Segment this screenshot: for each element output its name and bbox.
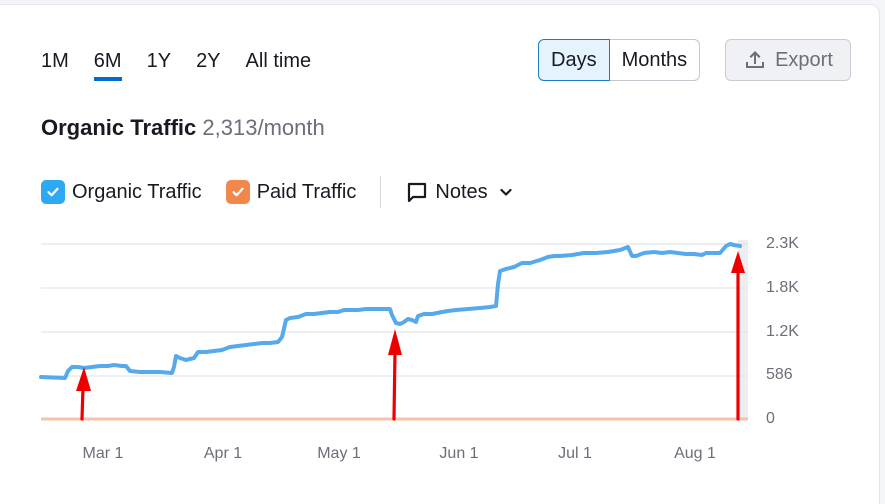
export-label: Export <box>775 48 833 71</box>
export-button[interactable]: Export <box>725 39 851 81</box>
granularity-toggle: Days Months <box>538 39 701 81</box>
x-tick-aug: Aug 1 <box>674 445 716 462</box>
checkbox-checked-icon[interactable] <box>41 180 65 204</box>
x-tick-mar: Mar 1 <box>82 445 124 462</box>
legend-paid-traffic[interactable]: Paid Traffic <box>225 180 357 204</box>
tab-1m[interactable]: 1M <box>41 50 69 72</box>
legend-paid-label: Paid Traffic <box>256 180 357 203</box>
y-tick-0: 0 <box>766 410 775 427</box>
organic-traffic-line <box>39 242 742 380</box>
comment-icon <box>408 182 427 203</box>
notes-label: Notes <box>435 180 488 203</box>
period-tabs: 1M 6M 1Y 2Y All time <box>41 47 336 81</box>
chart-legend: Organic Traffic Paid Traffic Notes <box>41 176 514 208</box>
upload-icon <box>746 51 765 68</box>
notes-dropdown[interactable]: Notes <box>405 180 513 204</box>
current-period-band <box>738 240 748 419</box>
annotation-arrows <box>76 251 745 421</box>
tab-2y[interactable]: 2Y <box>196 50 221 72</box>
days-button[interactable]: Days <box>538 39 610 81</box>
page-title: Organic Traffic 2,313/month <box>41 115 325 141</box>
arrow-head-icon <box>731 251 745 273</box>
y-tick-2-3k: 2.3K <box>766 235 799 252</box>
x-tick-apr: Apr 1 <box>203 445 243 462</box>
y-tick-1-8k: 1.8K <box>766 279 799 296</box>
arrow-head-icon <box>388 329 402 355</box>
tab-6m[interactable]: 6M <box>93 47 122 81</box>
checkbox-checked-icon[interactable] <box>225 180 250 204</box>
x-tick-jun: Jun 1 <box>439 445 479 462</box>
chevron-down-icon <box>500 188 512 196</box>
legend-organic-label: Organic Traffic <box>72 180 202 203</box>
traffic-value: 2,313/month <box>202 115 325 140</box>
traffic-line-chart <box>39 240 748 421</box>
legend-divider <box>380 176 382 208</box>
arrow-head-icon <box>76 367 91 391</box>
organic-traffic-card: 1M 6M 1Y 2Y All time Days Months Export … <box>0 4 880 504</box>
y-tick-586: 586 <box>766 366 793 383</box>
x-tick-may: May 1 <box>317 445 361 462</box>
tab-all-time[interactable]: All time <box>245 50 312 72</box>
x-tick-jul: Jul 1 <box>558 445 592 462</box>
tab-1y[interactable]: 1Y <box>146 50 172 72</box>
y-tick-1-2k: 1.2K <box>766 323 799 340</box>
chart-title: Organic Traffic <box>41 115 197 140</box>
legend-organic-traffic[interactable]: Organic Traffic <box>41 180 202 204</box>
months-button[interactable]: Months <box>609 39 701 81</box>
